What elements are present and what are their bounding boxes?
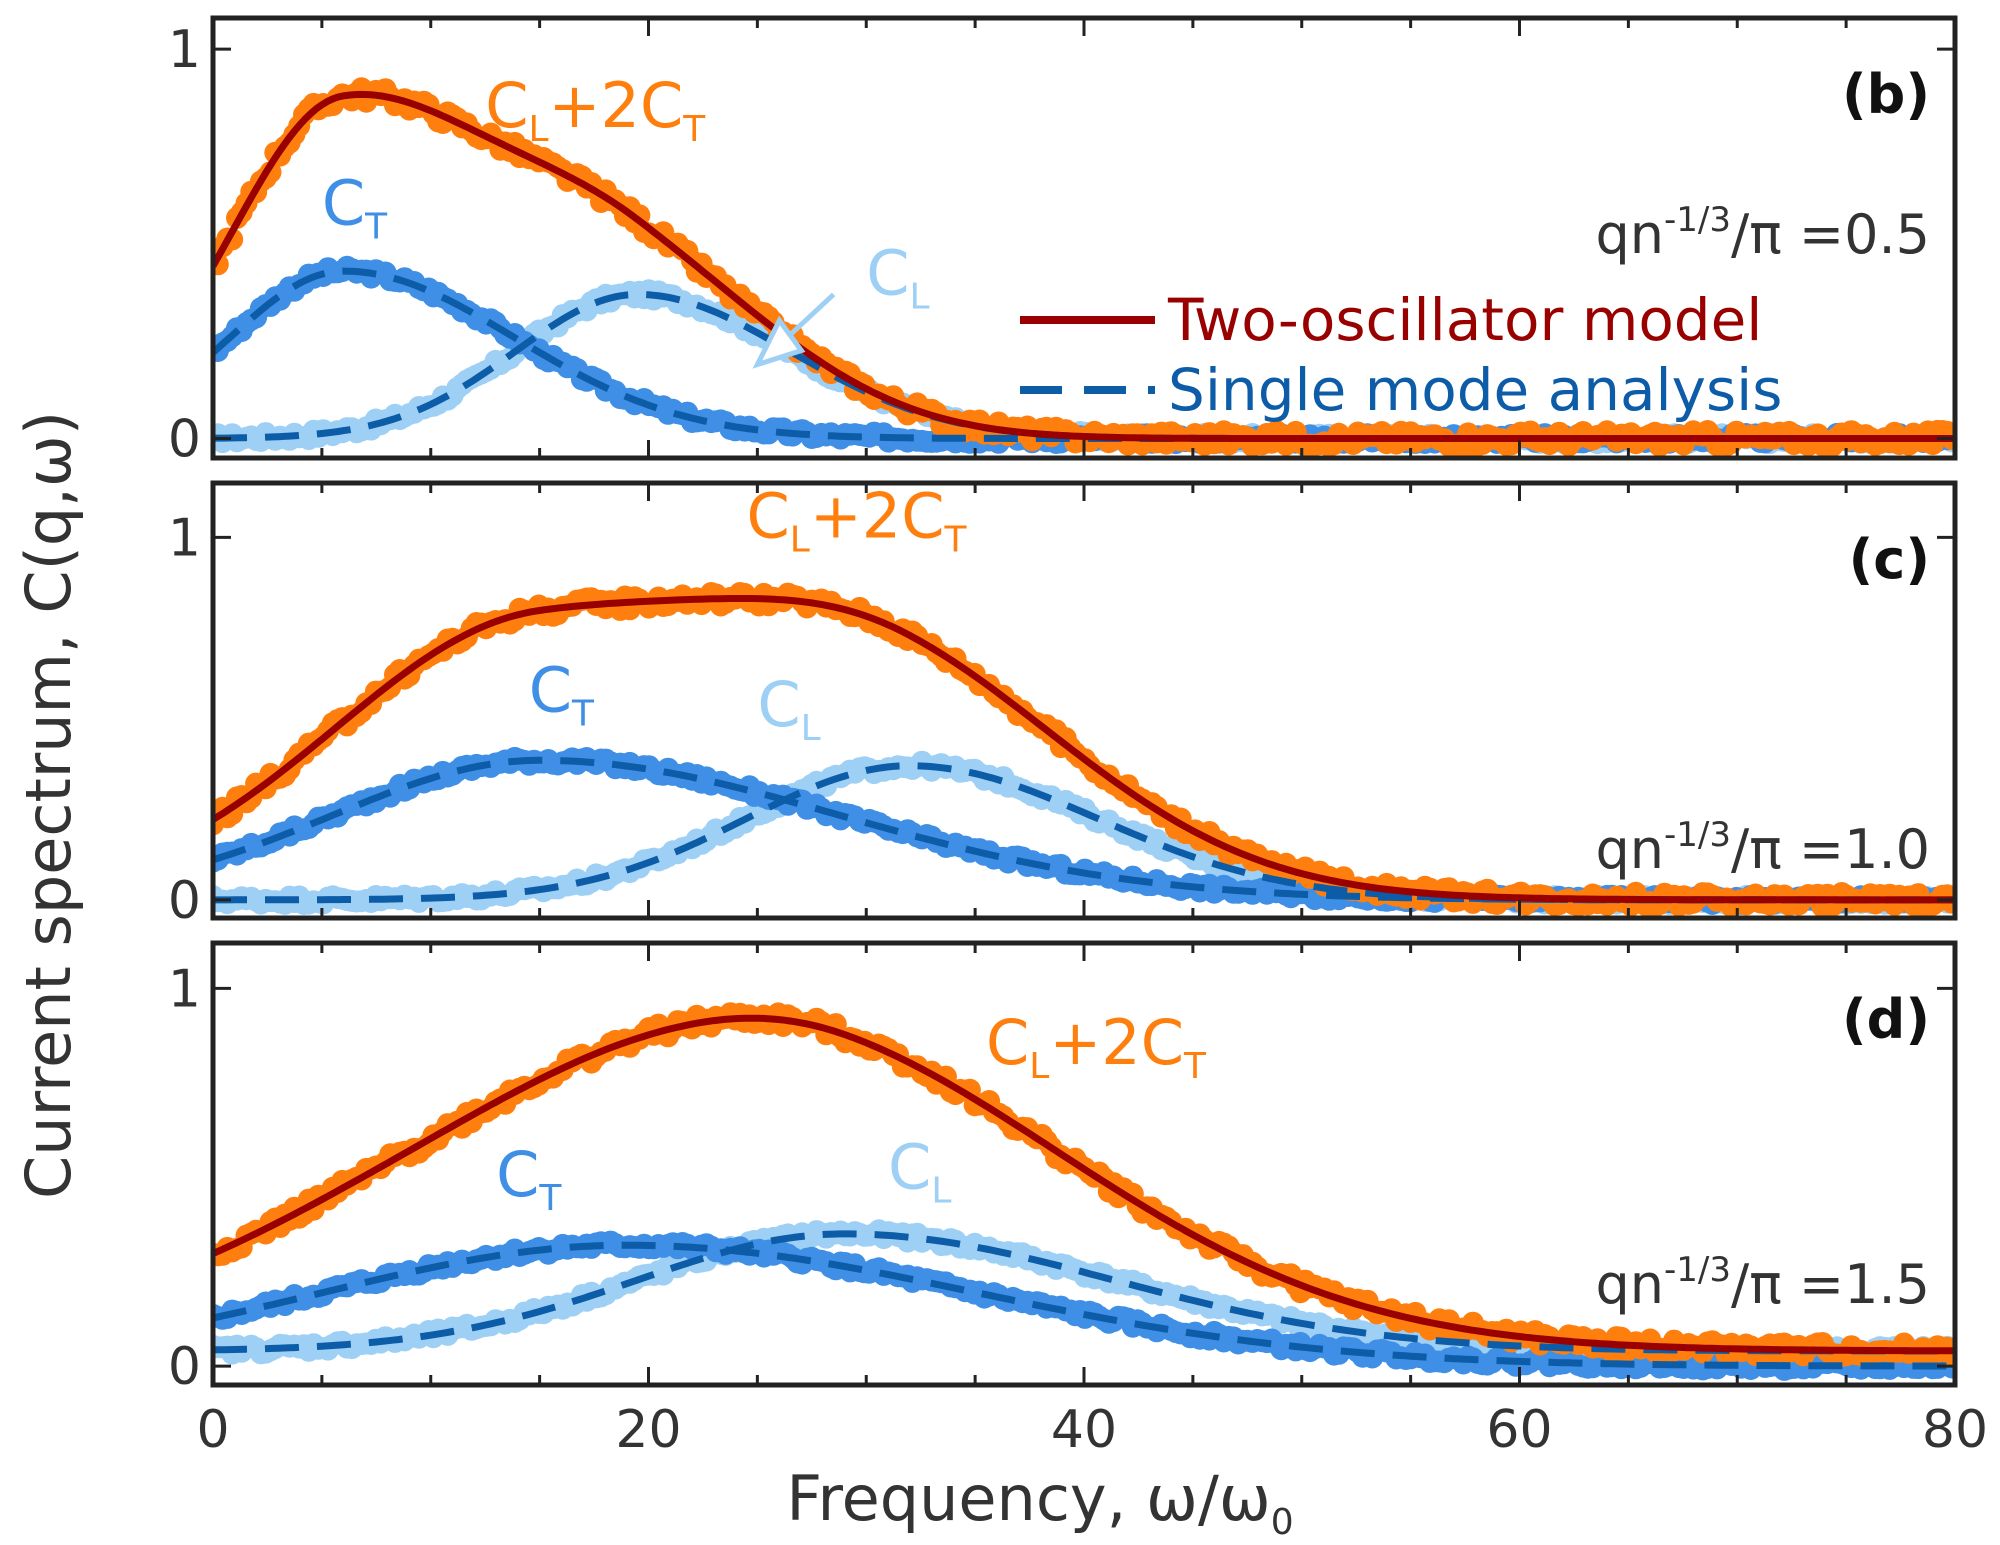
series-label-text: +2C — [549, 69, 684, 142]
series-label-subscript: L — [1029, 1046, 1049, 1087]
series-label-text: C — [746, 479, 789, 552]
series-label-subscript: T — [364, 206, 388, 247]
legend: Two-oscillator model Single mode analysi… — [1020, 286, 1783, 424]
x-axis-title-text: Frequency, ω/ω — [786, 1462, 1270, 1535]
y-axis-title: Current spectrum, C(q,ω) — [12, 411, 85, 1199]
cl-arrow-head — [752, 315, 806, 369]
CL-series-label: CL — [866, 236, 929, 317]
series-label-subscript: L — [801, 708, 821, 749]
series-label-text: +2C — [810, 479, 945, 552]
q-label-text: qn — [1595, 1253, 1664, 1316]
x-tick-label: 40 — [1051, 1400, 1117, 1460]
x-tick-label: 60 — [1486, 1400, 1552, 1460]
plot-area — [213, 582, 1955, 918]
sum-series-label: CL+2CT — [746, 479, 967, 560]
panel-tag: (d) — [1842, 988, 1930, 1051]
series-label-subscript: T — [1183, 1046, 1207, 1087]
plot-area — [213, 1002, 1955, 1381]
panel-tag: (b) — [1842, 63, 1930, 126]
x-tick-label: 0 — [196, 1400, 229, 1460]
series-label-subscript: L — [931, 1171, 951, 1212]
q-label-tail: /π =1.5 — [1731, 1253, 1930, 1316]
x-tick-label: 80 — [1922, 1400, 1988, 1460]
series-label-subscript: L — [790, 519, 810, 560]
q-value-label: qn-1/3/π =1.0 — [1595, 815, 1930, 881]
two-oscillator-curve — [213, 1014, 1955, 1355]
cl-single-mode-curve — [213, 762, 1955, 904]
series-label-text: C — [866, 236, 909, 309]
legend-model-label: Two-oscillator model — [1167, 286, 1762, 354]
series-label-text: C — [322, 166, 365, 239]
CL-series-label: CL — [757, 668, 820, 749]
series-label-text: +2C — [1049, 1006, 1184, 1079]
series-label-text: C — [485, 69, 528, 142]
q-label-superscript: -1/3 — [1664, 200, 1731, 240]
ct-single-mode-curve — [213, 1241, 1955, 1370]
y-tick-label: 1 — [168, 508, 201, 568]
series-label-subscript: L — [910, 276, 930, 317]
CT-series-label: CT — [529, 653, 595, 734]
q-value-label: qn-1/3/π =0.5 — [1595, 200, 1930, 266]
y-tick-label: 1 — [168, 959, 201, 1019]
x-axis-title-subscript: 0 — [1271, 1502, 1294, 1543]
y-tick-label: 1 — [168, 20, 201, 80]
q-label-tail: /π =0.5 — [1731, 203, 1930, 266]
series-label-subscript: T — [571, 693, 595, 734]
CT-series-label: CT — [322, 166, 388, 247]
q-label-text: qn — [1595, 818, 1664, 881]
y-tick-label: 0 — [168, 871, 201, 931]
q-label-superscript: -1/3 — [1664, 815, 1731, 855]
panel-tag: (c) — [1849, 528, 1930, 591]
y-tick-label: 0 — [168, 410, 201, 470]
q-label-tail: /π =1.0 — [1731, 818, 1930, 881]
series-label-subscript: T — [944, 519, 968, 560]
series-label-text: C — [757, 668, 800, 741]
sum-series-label: CL+2CT — [485, 69, 706, 150]
two-oscillator-curve — [213, 595, 1955, 904]
legend-single-label: Single mode analysis — [1168, 356, 1783, 424]
q-value-label: qn-1/3/π =1.5 — [1595, 1250, 1930, 1316]
x-axis-title: Frequency, ω/ω0 — [786, 1462, 1293, 1543]
series-label-text: C — [986, 1006, 1029, 1079]
series-label-subscript: L — [528, 109, 548, 150]
x-tick-label: 20 — [615, 1400, 681, 1460]
CT-series-label: CT — [496, 1138, 562, 1219]
CL-series-label: CL — [888, 1131, 951, 1212]
series-label-subscript: T — [538, 1178, 562, 1219]
q-label-text: qn — [1595, 203, 1664, 266]
plot-area — [213, 77, 1955, 458]
q-label-superscript: -1/3 — [1664, 1250, 1731, 1290]
two-oscillator-curve — [213, 90, 1955, 442]
series-label-text: C — [496, 1138, 539, 1211]
series-label-text: C — [529, 653, 572, 726]
sum-series-label: CL+2CT — [986, 1006, 1207, 1087]
series-label-text: C — [888, 1131, 931, 1204]
series-label-subscript: T — [682, 109, 706, 150]
y-tick-label: 0 — [168, 1337, 201, 1397]
